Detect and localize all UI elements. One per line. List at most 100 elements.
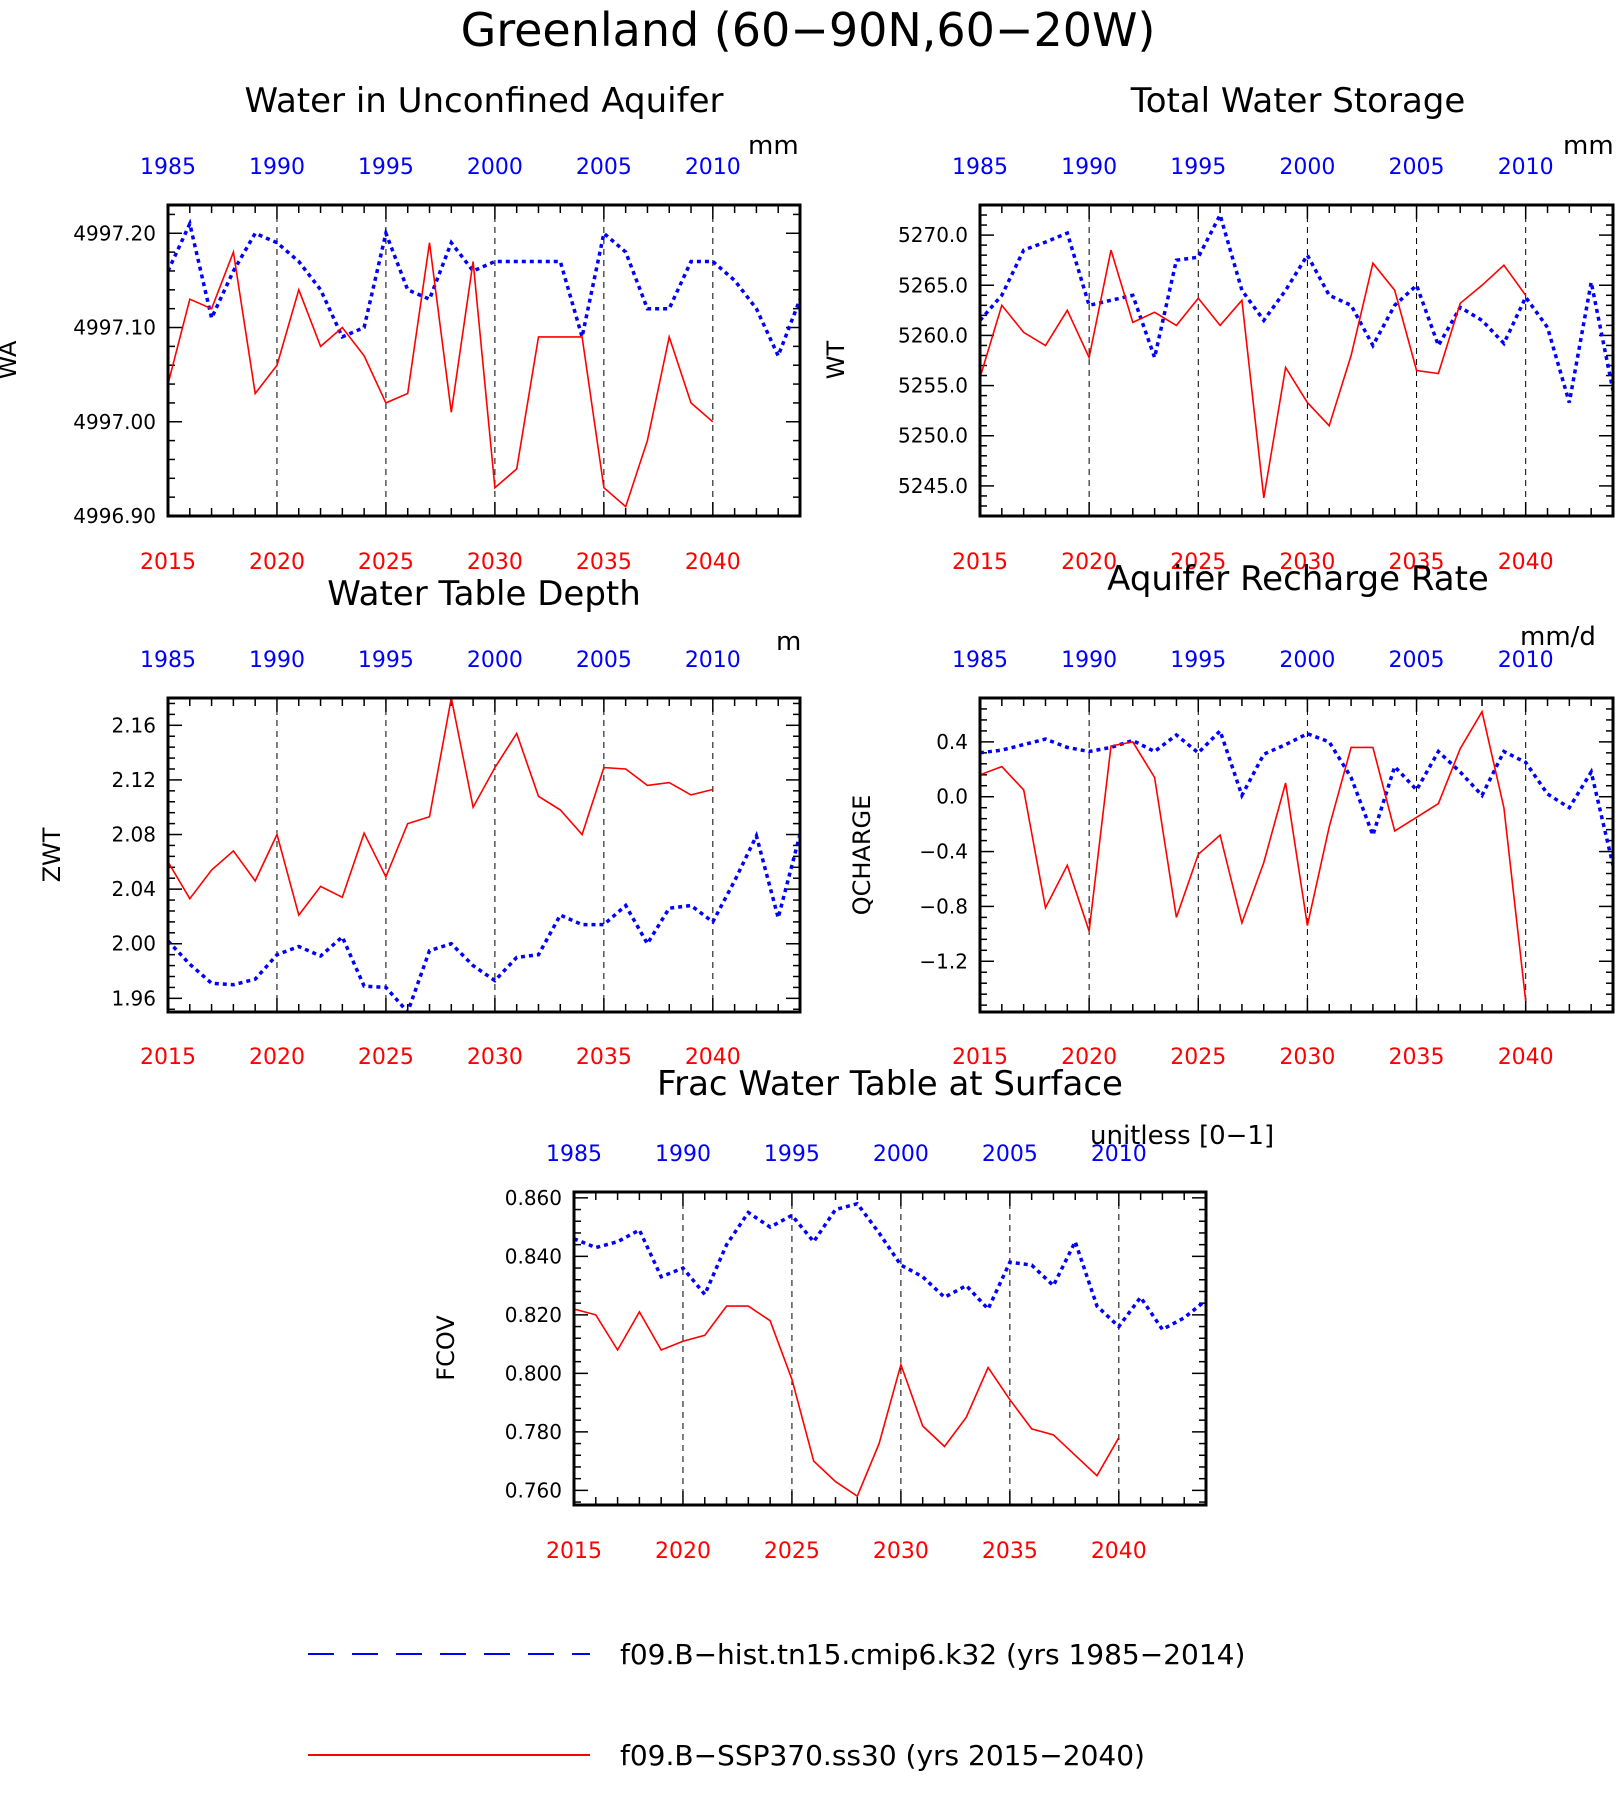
plot-frame	[166, 696, 802, 1014]
y-tick-label: 4997.10	[73, 316, 156, 340]
x-tick-label-bottom: 2035	[1389, 1045, 1445, 1070]
x-tick-label-top: 2005	[1389, 155, 1445, 180]
y-axis-label: WT	[822, 340, 850, 379]
x-tick-label-top: 1985	[952, 155, 1008, 180]
units-label: mm	[1563, 131, 1614, 161]
x-tick-label-top: 2000	[467, 155, 523, 180]
x-tick-label-bottom: 2035	[576, 550, 632, 575]
y-tick-label: 5260.0	[898, 323, 968, 347]
x-tick-label-bottom: 2030	[1279, 1045, 1335, 1070]
panel-title: Water Table Depth	[327, 574, 641, 614]
figure-title: Greenland (60−90N,60−20W)	[461, 3, 1156, 57]
x-tick-label-bottom: 2040	[685, 550, 741, 575]
x-tick-label-bottom: 2015	[546, 1539, 602, 1564]
y-tick-label: 2.00	[111, 932, 156, 956]
x-tick-label-top: 2005	[1389, 648, 1445, 673]
series-line-ssp	[168, 698, 713, 917]
series-line-hist	[980, 727, 1613, 866]
x-tick-label-bottom: 2025	[764, 1539, 820, 1564]
y-tick-label: 4997.00	[73, 410, 156, 434]
x-tick-label-bottom: 2035	[1389, 550, 1445, 575]
series-line-hist	[574, 1201, 1206, 1332]
y-tick-label: 5265.0	[898, 273, 968, 297]
y-tick-label: 0.800	[505, 1361, 562, 1385]
x-tick-label-top: 1990	[655, 1142, 711, 1167]
y-tick-label: −0.8	[919, 894, 968, 918]
x-tick-label-top: 1995	[1170, 155, 1226, 180]
x-tick-label-top: 1990	[249, 648, 305, 673]
y-tick-label: 5255.0	[898, 374, 968, 398]
x-tick-label-top: 2000	[873, 1142, 929, 1167]
y-tick-label: 5270.0	[898, 223, 968, 247]
y-tick-label: 0.4	[936, 730, 968, 754]
y-axis-label: ZWT	[38, 827, 66, 882]
panel-total-water-storage: Total Water Storage mm WT 5245.0 5250.0 5255.…	[822, 81, 1615, 575]
y-tick-label: 0.0	[936, 785, 968, 809]
x-tick-label-bottom: 2020	[655, 1539, 711, 1564]
x-tick-label-top: 1985	[546, 1142, 602, 1167]
x-tick-label-top: 2010	[1498, 155, 1554, 180]
x-tick-label-bottom: 2020	[249, 550, 305, 575]
x-tick-label-top: 1995	[764, 1142, 820, 1167]
y-tick-label: 4996.90	[73, 504, 156, 528]
series-line-ssp	[574, 1305, 1120, 1498]
y-tick-label: 2.16	[111, 713, 156, 737]
x-tick-label-bottom: 2025	[358, 550, 414, 575]
plot-frame	[166, 203, 802, 518]
panel-aquifer-recharge-rate: Aquifer Recharge Rate mm/d QCHARGE −1.2 −0.8…	[848, 559, 1615, 1070]
panel-frac-water-table-surface: Frac Water Table at Surface unitless [0−1…	[432, 1064, 1274, 1564]
x-tick-label-top: 1995	[1170, 648, 1226, 673]
series-line-ssp	[980, 249, 1527, 499]
y-axis-label: QCHARGE	[848, 795, 876, 916]
x-tick-label-bottom: 2035	[982, 1539, 1038, 1564]
y-tick-label: −0.4	[919, 840, 968, 864]
x-tick-label-bottom: 2030	[873, 1539, 929, 1564]
x-tick-label-bottom: 2030	[1279, 550, 1335, 575]
y-tick-label: 4997.20	[73, 221, 156, 245]
x-tick-label-bottom: 2025	[1170, 550, 1226, 575]
x-tick-label-bottom: 2040	[1498, 550, 1554, 575]
x-tick-label-top: 2000	[1279, 648, 1335, 673]
x-tick-label-top: 2010	[1091, 1142, 1147, 1167]
units-label: mm/d	[1520, 622, 1596, 652]
plot-frame	[978, 696, 1615, 1014]
x-tick-label-top: 1995	[358, 648, 414, 673]
x-tick-label-bottom: 2035	[576, 1045, 632, 1070]
x-tick-label-bottom: 2015	[952, 550, 1008, 575]
x-tick-label-bottom: 2025	[358, 1045, 414, 1070]
legend-ssp-label: f09.B−SSP370.ss30 (yrs 2015−2040)	[620, 1739, 1145, 1772]
y-tick-label: 2.12	[111, 768, 156, 792]
y-axis-label: WA	[0, 340, 22, 379]
x-tick-label-top: 2005	[982, 1142, 1038, 1167]
y-axis-label: FCOV	[432, 1315, 460, 1381]
panel-title: Frac Water Table at Surface	[657, 1064, 1123, 1104]
panel-title: Water in Unconfined Aquifer	[245, 81, 724, 121]
y-tick-label: 2.04	[111, 877, 156, 901]
series-line-ssp	[168, 242, 714, 508]
units-label: unitless [0−1]	[1090, 1121, 1274, 1151]
x-tick-label-bottom: 2020	[1061, 550, 1117, 575]
x-tick-label-top: 2010	[685, 155, 741, 180]
x-tick-label-top: 1990	[1061, 155, 1117, 180]
x-tick-label-bottom: 2040	[1091, 1539, 1147, 1564]
x-tick-label-bottom: 2015	[952, 1045, 1008, 1070]
x-tick-label-bottom: 2040	[1498, 1045, 1554, 1070]
x-tick-label-top: 1985	[952, 648, 1008, 673]
x-tick-label-bottom: 2015	[140, 550, 196, 575]
y-tick-label: 0.820	[505, 1303, 562, 1327]
series-line-hist	[168, 830, 800, 1012]
x-tick-label-bottom: 2015	[140, 1045, 196, 1070]
x-tick-label-bottom: 2025	[1170, 1045, 1226, 1070]
y-tick-label: 0.760	[505, 1478, 562, 1502]
units-label: m	[776, 627, 801, 657]
plot-frame	[572, 1190, 1208, 1507]
x-tick-label-top: 2010	[1498, 648, 1554, 673]
x-tick-label-top: 1990	[249, 155, 305, 180]
x-tick-label-bottom: 2030	[467, 1045, 523, 1070]
y-tick-label: 1.96	[111, 986, 156, 1010]
x-tick-label-top: 2005	[576, 648, 632, 673]
x-tick-label-top: 1985	[140, 648, 196, 673]
panel-title: Aquifer Recharge Rate	[1107, 559, 1489, 599]
panel-title: Total Water Storage	[1130, 81, 1466, 121]
